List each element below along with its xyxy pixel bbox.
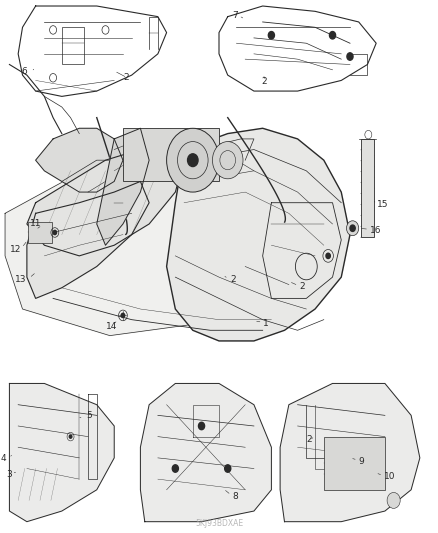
Text: 15: 15 xyxy=(377,200,389,209)
Bar xyxy=(324,437,385,490)
Circle shape xyxy=(187,154,198,166)
Text: 2: 2 xyxy=(300,281,305,290)
Polygon shape xyxy=(280,383,420,522)
Text: 1: 1 xyxy=(263,319,268,328)
Polygon shape xyxy=(27,150,184,256)
Circle shape xyxy=(329,31,336,39)
Polygon shape xyxy=(141,383,272,522)
Text: 13: 13 xyxy=(14,275,26,284)
Circle shape xyxy=(268,31,275,39)
Text: 10: 10 xyxy=(384,472,396,481)
Text: 9: 9 xyxy=(359,457,364,465)
Circle shape xyxy=(172,465,178,472)
Polygon shape xyxy=(35,128,123,192)
Circle shape xyxy=(121,313,125,318)
Bar xyxy=(28,222,52,243)
Circle shape xyxy=(198,422,205,430)
Text: 12: 12 xyxy=(11,245,21,254)
Polygon shape xyxy=(166,128,350,341)
Circle shape xyxy=(53,230,57,235)
Circle shape xyxy=(387,492,400,508)
Bar xyxy=(361,139,374,237)
Text: 4: 4 xyxy=(1,455,6,463)
Text: 2: 2 xyxy=(123,73,129,82)
Circle shape xyxy=(212,142,243,179)
Text: 2: 2 xyxy=(262,77,268,86)
Circle shape xyxy=(326,253,330,259)
Polygon shape xyxy=(27,181,149,298)
Circle shape xyxy=(69,435,72,438)
Circle shape xyxy=(225,465,231,472)
Bar xyxy=(123,128,219,181)
Text: 3: 3 xyxy=(6,471,12,479)
Polygon shape xyxy=(97,128,149,245)
Circle shape xyxy=(347,53,353,60)
Text: 14: 14 xyxy=(106,321,117,330)
Text: 5: 5 xyxy=(86,411,92,420)
Circle shape xyxy=(346,221,359,236)
Text: 6: 6 xyxy=(21,68,27,76)
Circle shape xyxy=(166,128,219,192)
Text: 16: 16 xyxy=(370,226,381,235)
Circle shape xyxy=(350,225,355,231)
Polygon shape xyxy=(10,383,114,522)
Text: 11: 11 xyxy=(30,220,42,229)
Text: 2: 2 xyxy=(230,274,236,284)
Text: 7: 7 xyxy=(233,11,238,20)
Polygon shape xyxy=(5,139,341,336)
Text: 5KJ93BDXAE: 5KJ93BDXAE xyxy=(195,519,243,528)
Text: 8: 8 xyxy=(232,491,238,500)
Text: 2: 2 xyxy=(306,435,312,444)
